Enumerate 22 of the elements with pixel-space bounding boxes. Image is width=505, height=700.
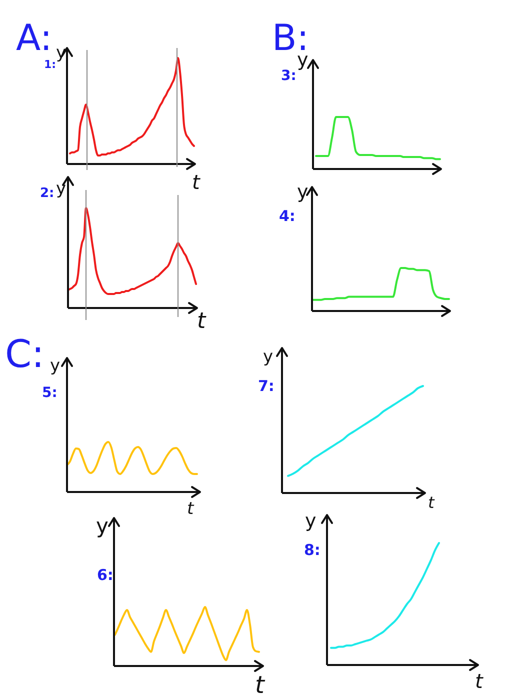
- y-axis-title: y: [263, 347, 274, 367]
- text: A:: [16, 18, 52, 59]
- y-axis-title: y: [297, 181, 308, 203]
- chart-title: 3:: [281, 68, 296, 84]
- chart-title: 7:: [258, 377, 274, 395]
- y-axis-title: y: [50, 356, 60, 376]
- y-axis-title: y: [56, 179, 66, 199]
- x-axis-title: t: [187, 499, 195, 519]
- chart-title: 2:: [40, 186, 54, 201]
- y-axis-title: y: [305, 510, 316, 532]
- chart-title: 5:: [42, 385, 58, 401]
- text: C:: [5, 332, 44, 376]
- y-axis-title: y: [96, 514, 108, 538]
- chart-title: 8:: [304, 541, 320, 559]
- x-axis-title: t: [428, 493, 435, 512]
- chart-title: 4:: [279, 207, 296, 225]
- x-axis-title: t: [255, 671, 266, 699]
- x-axis-title: t: [197, 309, 207, 334]
- x-axis-title: t: [475, 669, 484, 693]
- x-axis-title: t: [192, 170, 201, 194]
- chart-title: 1:: [44, 58, 56, 71]
- chart-title: 6:: [97, 566, 114, 584]
